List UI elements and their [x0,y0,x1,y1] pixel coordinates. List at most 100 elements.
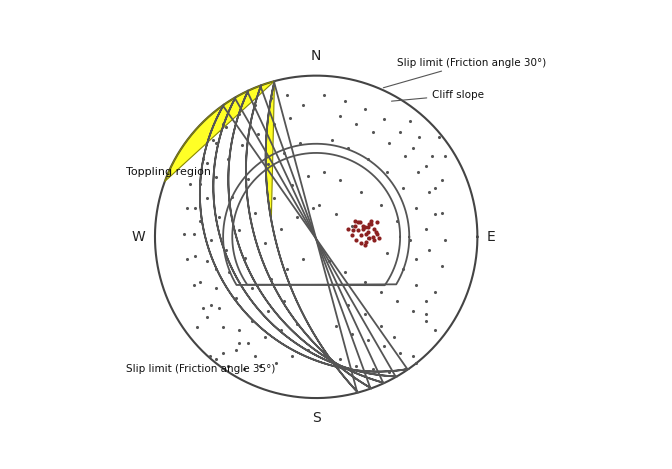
Point [375,288,386,295]
Point [369,225,380,233]
Point [233,326,244,334]
Point [421,298,431,305]
Point [206,301,217,308]
Point [362,223,373,231]
Point [437,262,448,270]
Point [427,152,437,160]
Point [239,365,249,373]
Point [375,201,386,208]
Text: S: S [312,411,321,425]
Point [314,201,325,208]
Point [195,180,206,188]
Point [364,220,375,228]
Point [188,230,199,237]
Point [276,225,286,233]
Point [407,144,418,152]
Point [382,169,392,176]
Point [259,240,270,247]
Point [359,241,370,249]
Point [233,340,244,347]
Point [198,304,209,311]
Point [358,222,368,229]
Point [253,130,263,137]
Point [259,333,270,340]
Point [269,195,280,202]
Point [369,236,380,244]
Text: E: E [487,230,496,244]
Point [346,330,357,337]
Text: Toppling region: Toppling region [126,167,211,177]
Point [356,232,367,239]
Text: Slip limit (Friction angle 35°): Slip limit (Friction angle 35°) [126,364,276,374]
Point [263,307,274,315]
Point [356,240,367,247]
Point [222,156,233,163]
Point [214,304,225,311]
Point [201,314,212,321]
Point [319,91,330,99]
Point [182,204,193,212]
Point [398,265,409,273]
Point [375,322,386,329]
Point [433,133,444,141]
Point [214,214,225,221]
Point [359,310,370,318]
Point [211,356,222,363]
Point [407,307,418,315]
Point [367,129,378,136]
Point [391,298,402,305]
Point [361,238,372,245]
Point [224,269,235,276]
Point [222,362,233,370]
Point [361,230,372,237]
Point [343,225,353,233]
Point [308,204,319,212]
Point [249,352,260,360]
Point [303,346,314,354]
Point [378,115,389,123]
Point [211,285,222,292]
Point [201,159,212,166]
Point [195,278,206,286]
Point [394,349,405,357]
Point [372,219,383,226]
Point [188,281,199,289]
Point [279,149,290,157]
Point [319,169,330,176]
Point [247,317,257,325]
Point [271,359,282,366]
Point [421,310,431,318]
Point [411,204,421,212]
Point [407,352,418,360]
Point [354,219,365,226]
Point [265,94,276,102]
Point [439,236,450,244]
Point [405,236,415,244]
Text: N: N [311,49,321,63]
Point [398,185,409,192]
Point [179,230,190,237]
Point [220,123,231,131]
Point [362,156,373,163]
Point [335,356,346,363]
Point [233,227,244,234]
Point [399,152,410,160]
Point [359,223,370,231]
Point [237,141,247,149]
Point [430,288,441,295]
Point [243,340,254,347]
Point [303,172,314,179]
Point [351,236,362,244]
Point [287,182,298,189]
Point [335,112,346,120]
Point [383,369,394,376]
Point [348,227,359,234]
Point [383,140,394,147]
Point [190,204,201,212]
Point [430,185,441,192]
Point [378,343,389,350]
Point [343,144,353,152]
Point [430,211,441,218]
Point [358,225,368,233]
Point [185,180,196,188]
